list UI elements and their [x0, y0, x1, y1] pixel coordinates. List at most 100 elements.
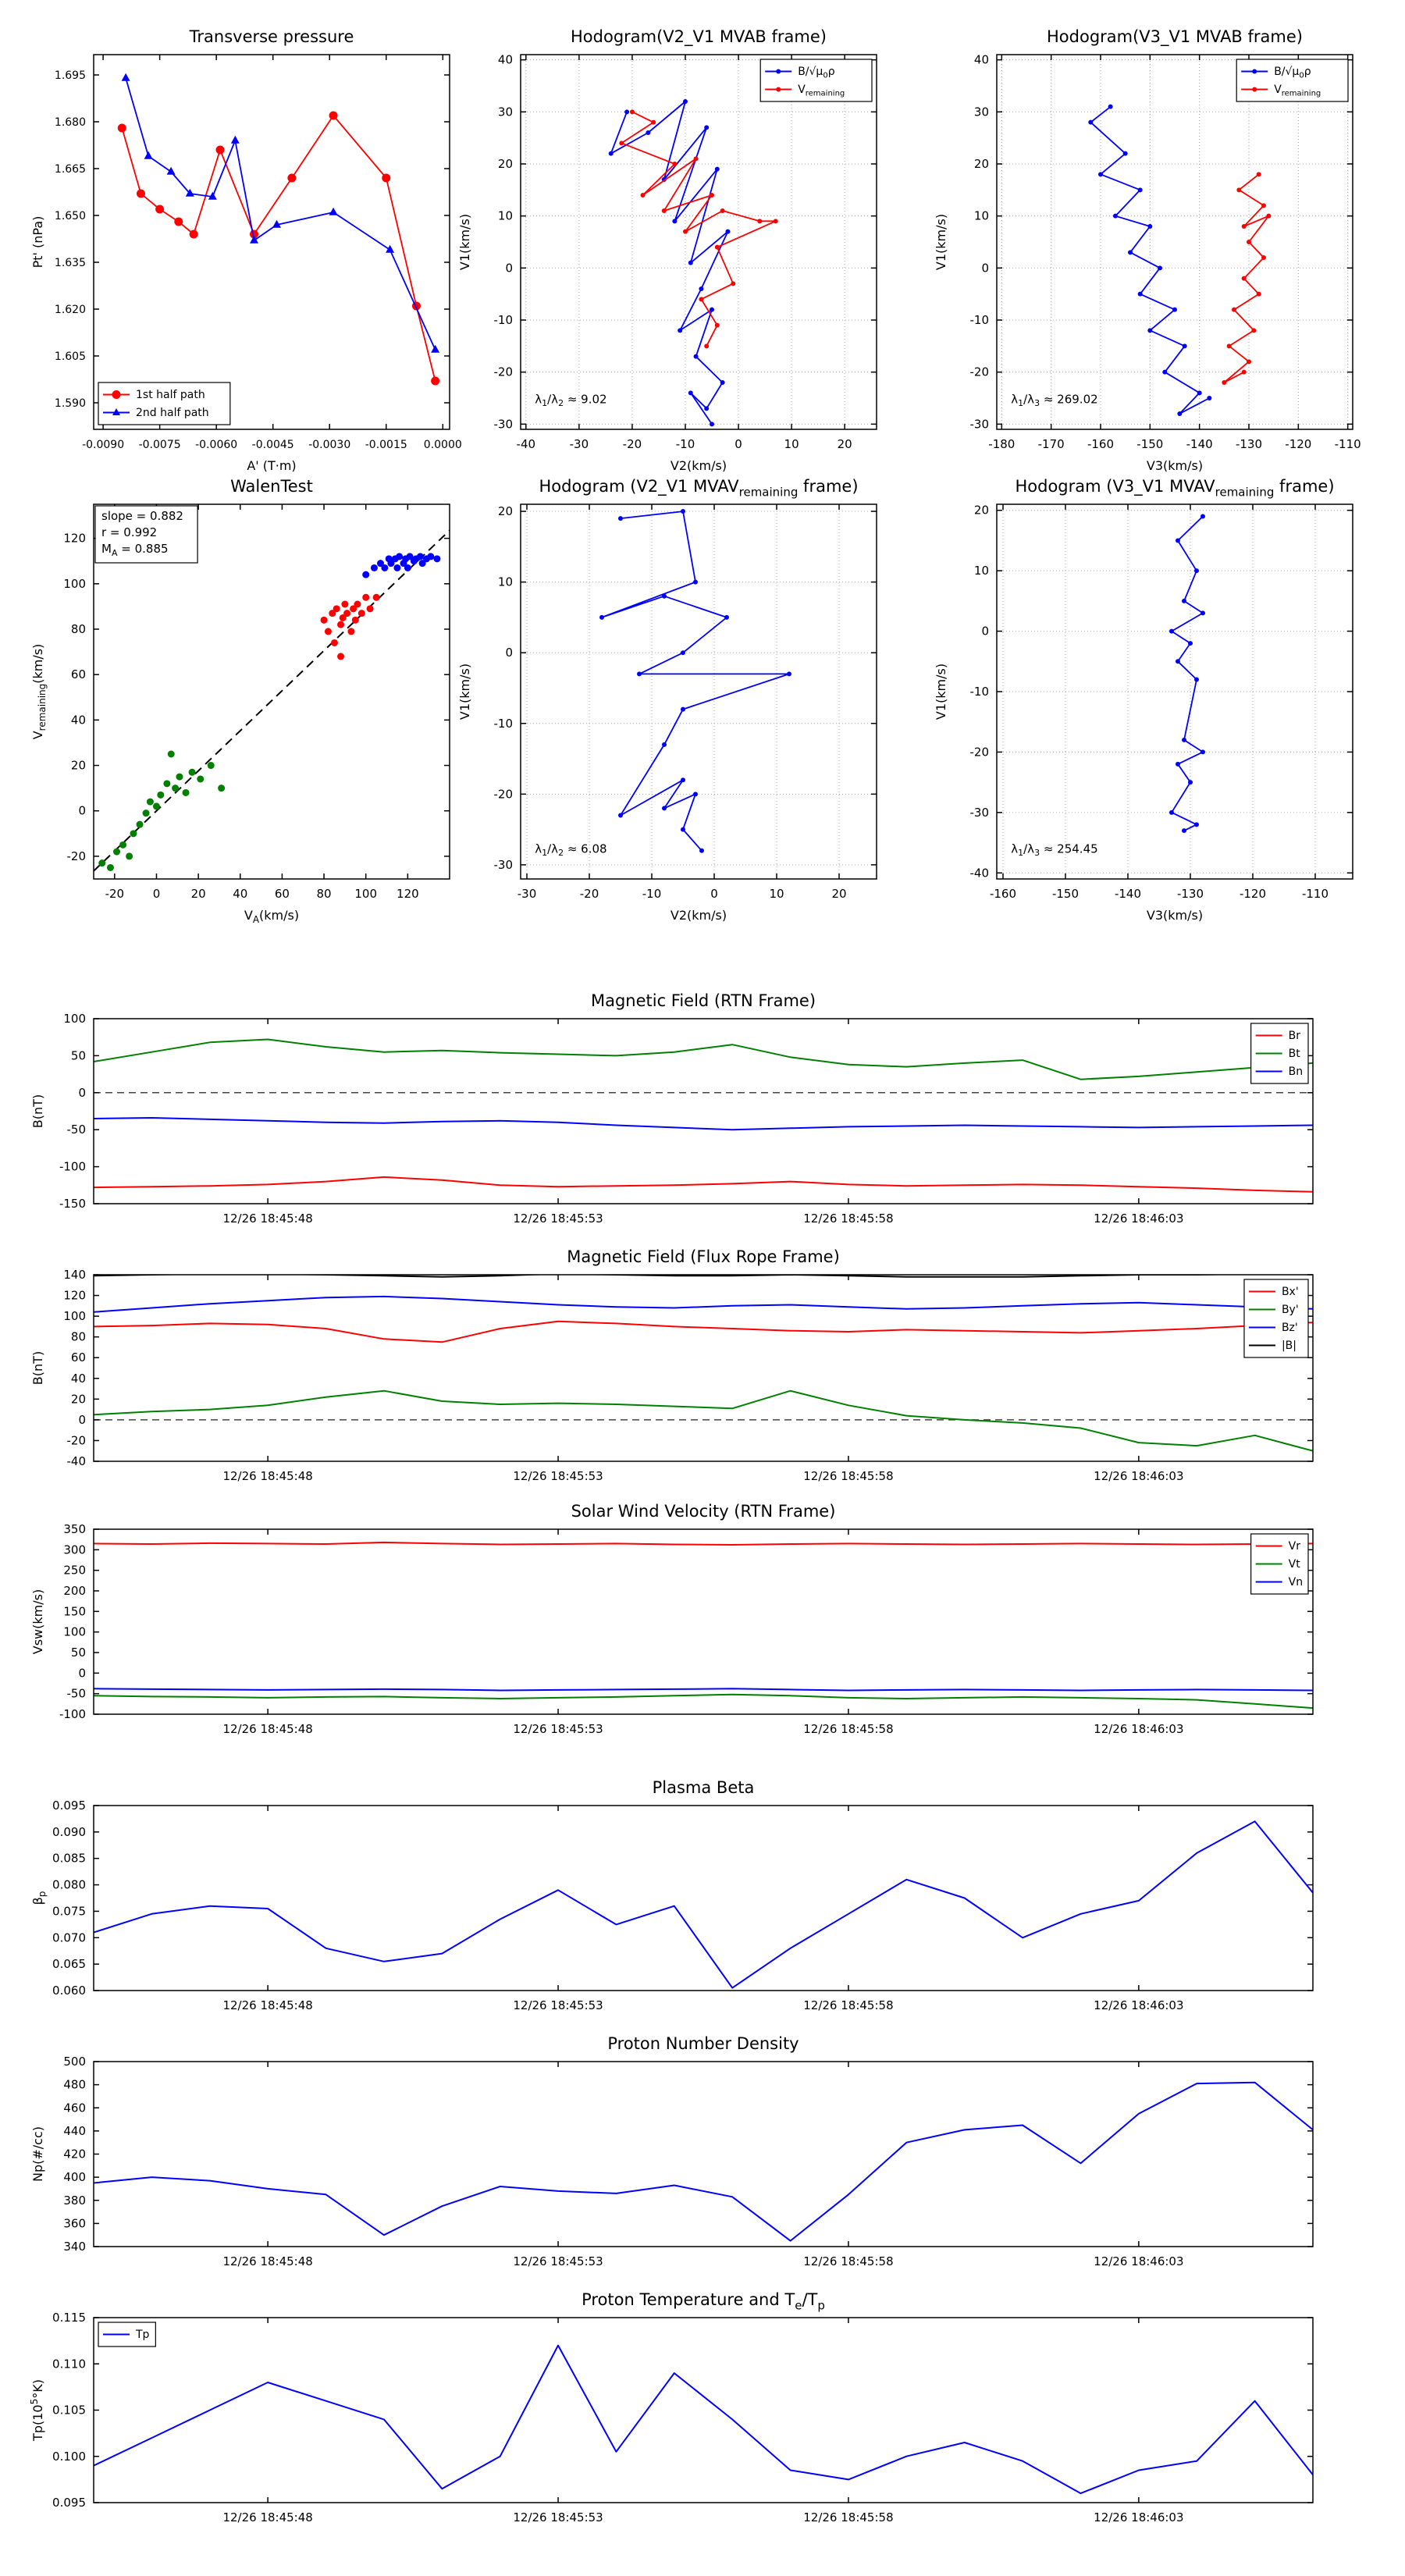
hodogram-v2v1-mvab-chart: -40 -30 -20 -10 0 10 20 -30 -20 -10 0 10 20 30 40 Hodog… — [439, 20, 900, 476]
svg-text:2nd half path: 2nd half path — [136, 407, 209, 419]
svg-text:-0.0060: -0.0060 — [195, 439, 237, 451]
svg-text:Vremaining: Vremaining — [1274, 84, 1321, 98]
svg-text:40: 40 — [974, 53, 989, 67]
svg-text:0.060: 0.060 — [52, 1984, 86, 1998]
svg-text:Plasma Beta: Plasma Beta — [653, 1778, 755, 1797]
svg-text:100: 100 — [63, 577, 86, 591]
transverse-pressure-chart: -0.0090 -0.0075 -0.0060 -0.0045 -0.0030 -0.00… — [12, 20, 473, 476]
svg-text:0: 0 — [78, 804, 86, 818]
svg-text:12/26 18:45:53: 12/26 18:45:53 — [513, 2510, 603, 2524]
svg-text:1.590: 1.590 — [55, 397, 86, 410]
svg-text:0.100: 0.100 — [52, 2450, 86, 2464]
svg-text:-100: -100 — [59, 1707, 86, 1721]
svg-text:-20: -20 — [67, 849, 87, 863]
svg-text:B/√μ0ρ: B/√μ0ρ — [1274, 66, 1311, 80]
svg-text:-20: -20 — [494, 365, 514, 379]
svg-text:Proton Number Density: Proton Number Density — [607, 2034, 799, 2053]
svg-text:300: 300 — [63, 1542, 86, 1557]
svg-text:Tp(105°K): Tp(105°K) — [29, 2379, 45, 2442]
svg-text:12/26 18:46:03: 12/26 18:46:03 — [1094, 2510, 1183, 2524]
svg-text:-130: -130 — [1236, 437, 1262, 451]
svg-text:20: 20 — [831, 887, 846, 901]
svg-text:60: 60 — [71, 667, 86, 681]
svg-text:120: 120 — [397, 887, 419, 901]
svg-text:Magnetic Field (Flux Rope Fram: Magnetic Field (Flux Rope Frame) — [567, 1247, 840, 1266]
svg-text:-50: -50 — [67, 1687, 87, 1701]
svg-text:60: 60 — [71, 1350, 86, 1364]
svg-text:340: 340 — [63, 2240, 86, 2254]
svg-text:0: 0 — [78, 1086, 86, 1100]
svg-text:-10: -10 — [970, 313, 990, 327]
svg-text:-130: -130 — [1177, 887, 1204, 901]
svg-text:12/26 18:46:03: 12/26 18:46:03 — [1094, 2254, 1183, 2268]
svg-text:20: 20 — [838, 437, 852, 451]
svg-text:Br: Br — [1289, 1030, 1301, 1042]
svg-text:-10: -10 — [494, 717, 514, 731]
svg-text:-150: -150 — [1052, 887, 1079, 901]
svg-text:B(nT): B(nT) — [30, 1094, 45, 1128]
solar-wind-velocity-chart: 12/26 18:45:48 12/26 18:45:53 12/26 18:45:… — [12, 1494, 1336, 1761]
svg-text:Hodogram (V3_V1 MVAVremaining: Hodogram (V3_V1 MVAVremaining frame) — [1015, 477, 1334, 499]
svg-text:V1(km/s): V1(km/s) — [457, 214, 472, 270]
svg-text:120: 120 — [63, 1289, 86, 1303]
svg-text:-110: -110 — [1335, 437, 1361, 451]
svg-text:0: 0 — [505, 261, 513, 275]
svg-text:420: 420 — [63, 2147, 86, 2161]
svg-text:-10: -10 — [970, 685, 990, 699]
svg-text:-40: -40 — [517, 437, 536, 451]
svg-text:Np(#/cc): Np(#/cc) — [30, 2126, 45, 2182]
svg-text:-150: -150 — [1136, 437, 1163, 451]
svg-text:VA(km/s): VA(km/s) — [244, 908, 299, 925]
svg-text:-150: -150 — [59, 1197, 86, 1211]
svg-text:-20: -20 — [970, 365, 990, 379]
svg-text:A' (T·m): A' (T·m) — [247, 458, 296, 473]
svg-text:460: 460 — [63, 2101, 86, 2115]
proton-number-density-chart: 12/26 18:45:48 12/26 18:45:53 12/26 18:45:… — [12, 2026, 1336, 2293]
svg-text:V2(km/s): V2(km/s) — [670, 458, 727, 473]
svg-text:0.105: 0.105 — [52, 2403, 86, 2418]
svg-text:80: 80 — [317, 887, 332, 901]
svg-text:λ1/λ2 ≈ 6.08: λ1/λ2 ≈ 6.08 — [535, 841, 606, 858]
svg-text:Hodogram(V3_V1 MVAB frame): Hodogram(V3_V1 MVAB frame) — [1047, 27, 1303, 47]
svg-text:Vremaining(km/s): Vremaining(km/s) — [30, 644, 48, 740]
svg-text:Tp: Tp — [135, 2329, 150, 2341]
svg-text:12/26 18:45:48: 12/26 18:45:48 — [222, 1469, 312, 1483]
svg-text:480: 480 — [63, 2078, 86, 2092]
svg-text:0.070: 0.070 — [52, 1930, 86, 1944]
svg-text:V3(km/s): V3(km/s) — [1147, 908, 1203, 923]
svg-text:100: 100 — [354, 887, 377, 901]
svg-text:V3(km/s): V3(km/s) — [1147, 458, 1203, 473]
svg-text:-10: -10 — [642, 887, 662, 901]
svg-text:-20: -20 — [67, 1433, 87, 1447]
svg-text:1.650: 1.650 — [55, 210, 86, 222]
svg-text:100: 100 — [63, 1625, 86, 1639]
svg-text:12/26 18:45:48: 12/26 18:45:48 — [222, 1722, 312, 1736]
svg-text:slope = 0.882: slope = 0.882 — [101, 509, 183, 523]
svg-text:-30: -30 — [970, 417, 990, 431]
svg-text:20: 20 — [191, 887, 206, 901]
svg-text:12/26 18:45:53: 12/26 18:45:53 — [513, 1998, 603, 2012]
svg-text:Vt: Vt — [1289, 1558, 1301, 1571]
svg-text:Vsw(km/s): Vsw(km/s) — [30, 1589, 45, 1654]
svg-text:12/26 18:45:48: 12/26 18:45:48 — [222, 1998, 312, 2012]
svg-text:100: 100 — [63, 1012, 86, 1026]
svg-text:-170: -170 — [1038, 437, 1065, 451]
svg-text:40: 40 — [71, 1372, 86, 1386]
svg-text:-40: -40 — [67, 1454, 87, 1468]
svg-text:MA = 0.885: MA = 0.885 — [101, 542, 169, 558]
svg-text:V1(km/s): V1(km/s) — [934, 664, 948, 720]
svg-text:-20: -20 — [580, 887, 599, 901]
svg-text:-140: -140 — [1115, 887, 1141, 901]
svg-text:Bz': Bz' — [1282, 1322, 1298, 1334]
svg-text:0: 0 — [78, 1413, 86, 1427]
svg-text:-0.0090: -0.0090 — [82, 439, 124, 451]
svg-text:Hodogram(V2_V1 MVAB frame): Hodogram(V2_V1 MVAB frame) — [571, 27, 827, 47]
svg-text:-0.0045: -0.0045 — [252, 439, 294, 451]
svg-text:Vr: Vr — [1289, 1540, 1301, 1553]
svg-text:Bt: Bt — [1289, 1048, 1301, 1060]
svg-text:1.665: 1.665 — [55, 163, 86, 176]
svg-text:440: 440 — [63, 2124, 86, 2138]
svg-text:V1(km/s): V1(km/s) — [934, 214, 948, 270]
svg-text:Magnetic Field (RTN Frame): Magnetic Field (RTN Frame) — [591, 991, 816, 1010]
